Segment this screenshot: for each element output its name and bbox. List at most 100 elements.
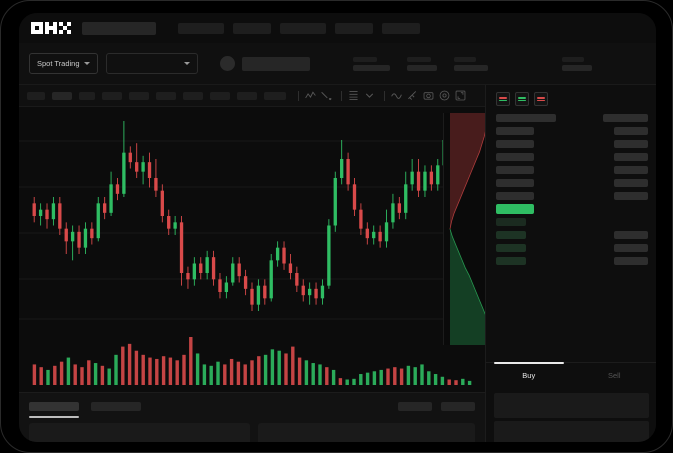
orderbook-ask-bar [614,192,648,200]
tab-buy-label: Buy [522,371,536,380]
toolbar-pill-5[interactable] [156,91,176,100]
orderbook-ask-bar [614,179,648,187]
fib-retracement-icon[interactable] [347,89,360,102]
orderbook-bid-bar [496,218,526,226]
order-amount-field[interactable] [494,421,649,442]
ticker-group [219,56,310,71]
bottom-card-1[interactable] [257,423,475,442]
coin-avatar [219,56,235,71]
orderbook-row[interactable] [496,164,648,177]
bottom-panel [19,392,485,442]
tab-sell[interactable]: Sell [572,363,657,388]
toolbar-pills [27,91,293,100]
orderbook-ask-bar [614,140,648,148]
orderbook-row[interactable] [496,203,648,216]
ticker-stat-label-1 [406,56,431,62]
orderbook-header-bid [496,114,556,122]
candlestick-series [32,121,472,311]
bottom-tab-1[interactable] [91,402,141,411]
toolbar-pill-8[interactable] [237,91,257,100]
search-input[interactable] [82,21,156,35]
orderbook-mode-both[interactable] [496,92,510,106]
price-chart[interactable] [19,107,485,392]
trend-line-icon[interactable] [304,89,317,102]
orderbook-mode-group [486,85,656,112]
orderbook-rows[interactable] [486,112,656,295]
bottom-card-0[interactable] [29,423,250,442]
orderbook-bid-bar [496,192,534,200]
chevron-down-icon [183,62,190,65]
tab-buy[interactable]: Buy [486,362,572,388]
measure-icon[interactable] [406,89,419,102]
ticker-stat-3 [561,56,592,71]
wave-icon[interactable] [390,89,403,102]
toolbar-pill-9[interactable] [264,91,286,100]
okx-logo[interactable] [31,21,71,35]
ticker-stat-label-3 [561,56,584,62]
orderbook-row[interactable] [496,255,648,268]
orderbook-bid-bar [496,127,534,135]
camera-icon[interactable] [422,89,435,102]
toolbar-pill-3[interactable] [102,91,122,100]
orderbook-row[interactable] [496,151,648,164]
orderbook-mode-bar-bottom [499,99,507,102]
nav-item-1[interactable] [233,22,271,34]
tab-sell-label: Sell [607,371,621,380]
toolbar-pill-6[interactable] [183,91,203,100]
nav-item-3[interactable] [335,22,373,34]
nav-item-2[interactable] [280,22,326,34]
ticker-stat-label-0 [352,56,377,62]
orderbook-row[interactable] [496,216,648,229]
ticker-stat-0 [352,56,390,71]
nav-item-4[interactable] [382,22,420,34]
orderbook-ask-bar [614,231,648,239]
orderbook-header-ask [603,114,648,122]
volume-series [32,337,472,385]
orderbook-panel: Buy Sell [485,85,656,442]
orderbook-mode-bar-bottom [537,99,545,102]
orderbook-ask-bar [614,244,648,252]
toolbar-divider [298,90,299,101]
orderbook-mode-asks[interactable] [534,92,548,106]
buy-sell-tabs: Buy Sell [486,362,656,388]
orderbook-row[interactable] [496,138,648,151]
orderbook-bid-bar [496,179,534,187]
orderbook-row[interactable] [496,190,648,203]
orderbook-bid-bar [496,166,534,174]
orderbook-row[interactable] [496,125,648,138]
orderbook-bid-bar [496,153,534,161]
ray-line-icon[interactable] [320,89,333,102]
toolbar-divider [341,90,342,101]
toolbar-pill-0[interactable] [27,91,45,100]
ticker-name[interactable] [241,56,310,71]
sub-header: Spot Trading [19,43,656,85]
toolbar-pill-4[interactable] [129,91,149,100]
ticker-stat-label-2 [453,56,476,62]
pair-select[interactable] [105,53,198,74]
orderbook-bid-bar [496,231,526,239]
chart-toolbar [19,85,485,107]
orderbook-bid-bar [496,140,534,148]
chevron-down-icon[interactable] [363,89,376,102]
orderbook-ask-bar [614,127,648,135]
toolbar-pill-2[interactable] [79,91,95,100]
toolbar-pill-7[interactable] [210,91,230,100]
orderbook-mode-bids[interactable] [515,92,529,106]
orderbook-bid-bar [496,257,526,265]
orderbook-ask-bar [614,166,648,174]
settings-icon[interactable] [438,89,451,102]
nav-item-0[interactable] [178,22,224,34]
orderbook-row[interactable] [496,242,648,255]
bottom-tab-0[interactable] [29,402,79,418]
bottom-action-1[interactable] [441,402,475,411]
order-price-field[interactable] [494,393,649,418]
orderbook-row[interactable] [496,177,648,190]
fullscreen-icon[interactable] [454,89,467,102]
trading-mode-select[interactable]: Spot Trading [29,53,98,74]
orderbook-row[interactable] [496,229,648,242]
orderbook-header-row [496,112,648,125]
bottom-action-0[interactable] [398,402,432,411]
toolbar-pill-1[interactable] [52,91,72,100]
chevron-down-icon [83,62,90,65]
trading-mode-label: Spot Trading [37,59,80,68]
